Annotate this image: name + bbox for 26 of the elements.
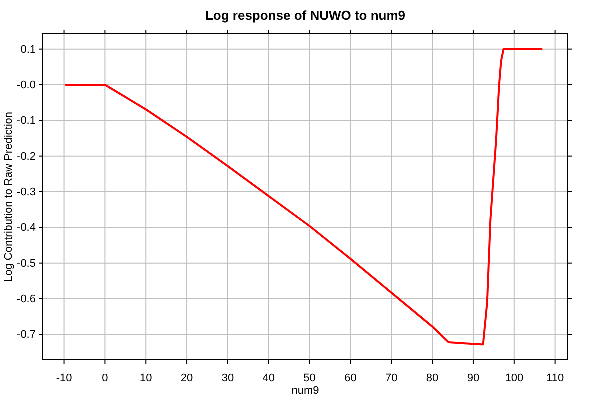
x-tick-label: 30 (222, 372, 234, 384)
y-tick-label: 0.1 (20, 44, 36, 56)
x-tick-label: -10 (56, 372, 72, 384)
x-tick-label: 100 (505, 372, 524, 384)
y-tick-label: -0.2 (17, 150, 36, 163)
x-tick-label: 10 (140, 372, 152, 384)
y-tick-label: -0.7 (17, 329, 36, 342)
chart-title: Log response of NUWO to num9 (205, 8, 406, 23)
x-tick-label: 20 (180, 372, 194, 384)
y-tick-label: -0.0 (17, 80, 36, 92)
x-tick-label: 70 (386, 372, 398, 384)
x-tick-label: 80 (426, 372, 439, 384)
y-tick-label: -0.5 (17, 258, 36, 270)
y-tick-label: -0.4 (17, 222, 36, 234)
x-tick-label: 50 (304, 372, 316, 384)
x-tick-label: 60 (344, 372, 357, 384)
line-series (64, 48, 543, 346)
y-tick-label: -0.3 (17, 186, 36, 199)
x-tick-label: 90 (467, 372, 480, 384)
x-tick-label: 0 (102, 372, 108, 384)
x-axis-title: num9 (292, 385, 320, 397)
y-tick-label: -0.1 (17, 115, 36, 128)
x-tick-label: 40 (262, 372, 275, 384)
y-axis-title: Log Contribution to Raw Prediction (3, 112, 15, 282)
y-tick-label: -0.6 (17, 294, 36, 306)
x-tick-label: 110 (546, 372, 564, 384)
